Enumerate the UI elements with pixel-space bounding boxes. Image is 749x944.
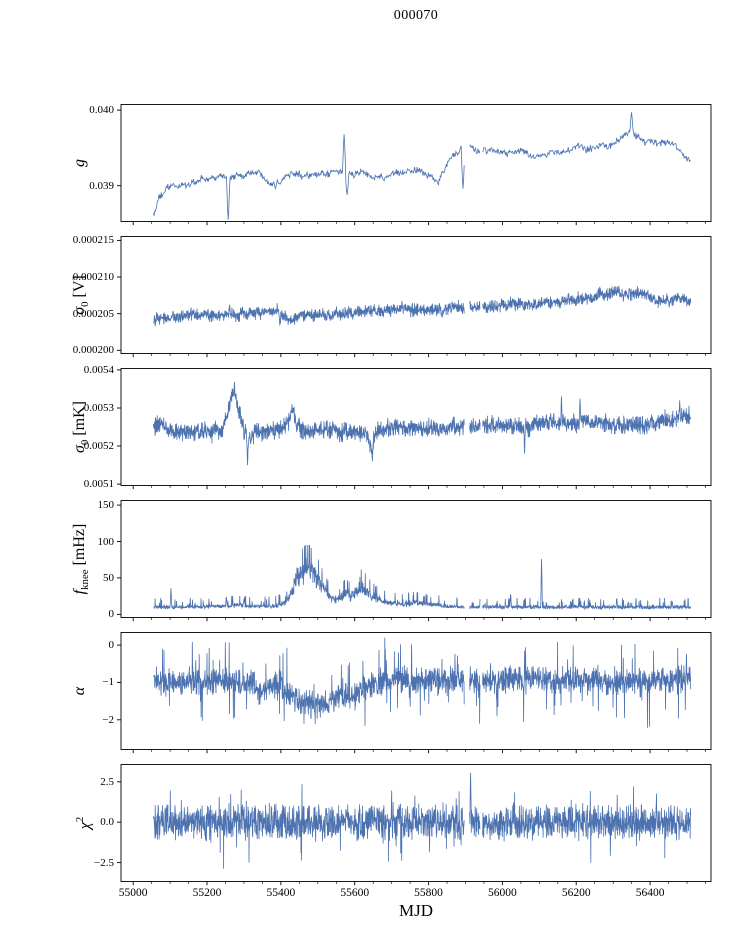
tick-marks [117, 239, 706, 358]
x-tick-label: 55600 [340, 887, 370, 899]
y-tick-label: 0.000205 [72, 307, 114, 320]
subplot-sigma0-mk [117, 368, 712, 490]
y-tick-label: 0.0052 [83, 440, 114, 453]
series-line [153, 381, 692, 466]
series-line [153, 544, 692, 611]
x-tick-label: 55400 [266, 887, 296, 899]
series-line [153, 112, 691, 220]
subplot-g [117, 104, 712, 226]
y-tick-label: 100 [97, 535, 115, 548]
y-axis-label-subplot-chi2: χ2 [74, 816, 94, 830]
y-tick-label: 0.0054 [83, 363, 114, 376]
y-tick-label: 0.0053 [83, 401, 114, 414]
y-tick-label: 0.0 [100, 816, 114, 829]
subplot-fknee [117, 500, 712, 622]
axes-frame [120, 500, 712, 618]
x-tick-label: 55000 [118, 887, 148, 899]
tick-marks [117, 109, 706, 226]
x-axis-label: MJD [398, 901, 433, 920]
y-tick-label: 0.000200 [72, 344, 114, 357]
figure-title: 000070 [393, 8, 439, 23]
y-tick-label: 0.000210 [72, 271, 114, 284]
y-tick-label: 0.039 [89, 179, 114, 192]
y-tick-label: 2.5 [100, 775, 114, 788]
axes-frame [120, 632, 712, 750]
y-tick-label: 0 [108, 639, 115, 652]
x-tick-label: 55800 [414, 887, 443, 899]
y-tick-label: 150 [97, 499, 115, 512]
subplot-alpha [117, 632, 712, 754]
subplot-sigma0-v [117, 236, 712, 358]
axes-frame [120, 104, 712, 222]
series-line [153, 285, 692, 327]
x-tick-label: 56400 [635, 887, 665, 899]
y-tick-label: −1 [102, 676, 114, 689]
y-tick-label: 0 [108, 608, 115, 621]
x-tick-label: 56200 [561, 887, 591, 899]
x-tick-label: 56000 [488, 887, 517, 899]
y-tick-label: −2 [102, 713, 114, 726]
series-line [153, 772, 692, 869]
x-tick-label: 55200 [192, 887, 222, 899]
axes-frame [120, 368, 712, 486]
axes-frame [120, 236, 712, 354]
subplot-chi2 [117, 764, 712, 886]
y-tick-label: 0.040 [89, 104, 114, 117]
y-tick-label: 0.0051 [83, 478, 114, 491]
y-tick-label: 50 [103, 571, 114, 584]
series-line [153, 637, 692, 728]
y-tick-label: 0.000215 [72, 234, 114, 247]
y-tick-label: −2.5 [94, 856, 114, 869]
axes-frame [120, 764, 712, 882]
